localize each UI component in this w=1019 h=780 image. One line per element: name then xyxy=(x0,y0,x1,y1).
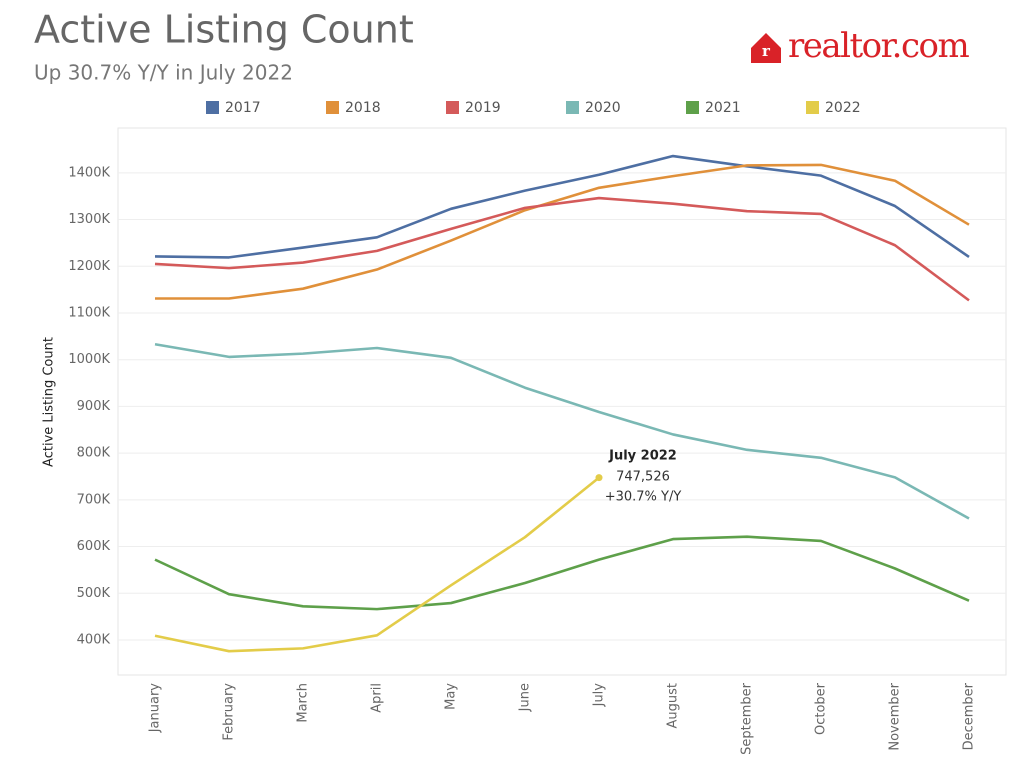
plot-border xyxy=(117,127,1007,676)
legend-label: 2021 xyxy=(705,100,741,116)
legend-swatch xyxy=(326,101,339,114)
svg-text:r: r xyxy=(762,42,771,60)
y-tick-label: 1300K xyxy=(68,212,110,227)
legend-label: 2019 xyxy=(465,100,501,116)
y-axis-label: Active Listing Count xyxy=(42,337,57,467)
legend-label: 2018 xyxy=(345,100,381,116)
legend-swatch xyxy=(806,101,819,114)
logo-icon: r xyxy=(751,33,781,63)
y-tick-label: 1100K xyxy=(68,305,110,320)
y-tick-label: 1400K xyxy=(68,165,110,180)
x-tick-label: July xyxy=(592,683,607,708)
y-tick-label: 800K xyxy=(77,446,111,461)
legend-swatch xyxy=(686,101,699,114)
annotation-text: +30.7% Y/Y xyxy=(605,490,682,505)
x-tick-label: November xyxy=(888,682,903,750)
legend-swatch xyxy=(446,101,459,114)
x-tick-label: February xyxy=(222,683,237,741)
legend-label: 2022 xyxy=(825,100,861,116)
y-tick-label: 1000K xyxy=(68,352,110,367)
annotation-dot xyxy=(595,474,603,482)
series-line xyxy=(154,476,600,653)
series-line xyxy=(155,163,970,300)
x-tick-label: December xyxy=(962,682,977,750)
y-tick-label: 600K xyxy=(77,539,111,554)
series-line xyxy=(154,196,970,302)
x-tick-label: January xyxy=(148,683,163,734)
legend-swatch xyxy=(566,101,579,114)
x-tick-label: June xyxy=(518,683,533,712)
series-line xyxy=(154,535,970,611)
x-tick-label: September xyxy=(740,682,755,755)
x-tick-label: April xyxy=(370,683,385,713)
annotation-title: July 2022 xyxy=(608,449,677,464)
x-tick-label: August xyxy=(666,683,681,729)
chart-title: Active Listing Count xyxy=(34,8,414,52)
data-label: 747,526 xyxy=(616,470,670,485)
logo: realtor.com xyxy=(788,26,969,66)
legend-swatch xyxy=(206,101,219,114)
legend-label: 2020 xyxy=(585,100,621,116)
series-line xyxy=(154,342,970,520)
x-tick-label: March xyxy=(296,683,311,723)
y-tick-label: 500K xyxy=(77,586,111,601)
y-tick-label: 700K xyxy=(77,492,111,507)
y-tick-label: 1200K xyxy=(68,259,110,274)
y-tick-label: 400K xyxy=(77,632,111,647)
chart-subtitle: Up 30.7% Y/Y in July 2022 xyxy=(34,61,293,85)
legend-label: 2017 xyxy=(225,100,261,116)
series-line xyxy=(154,154,970,259)
y-tick-label: 900K xyxy=(77,399,111,414)
x-tick-label: May xyxy=(444,683,459,710)
x-tick-label: October xyxy=(814,682,829,735)
